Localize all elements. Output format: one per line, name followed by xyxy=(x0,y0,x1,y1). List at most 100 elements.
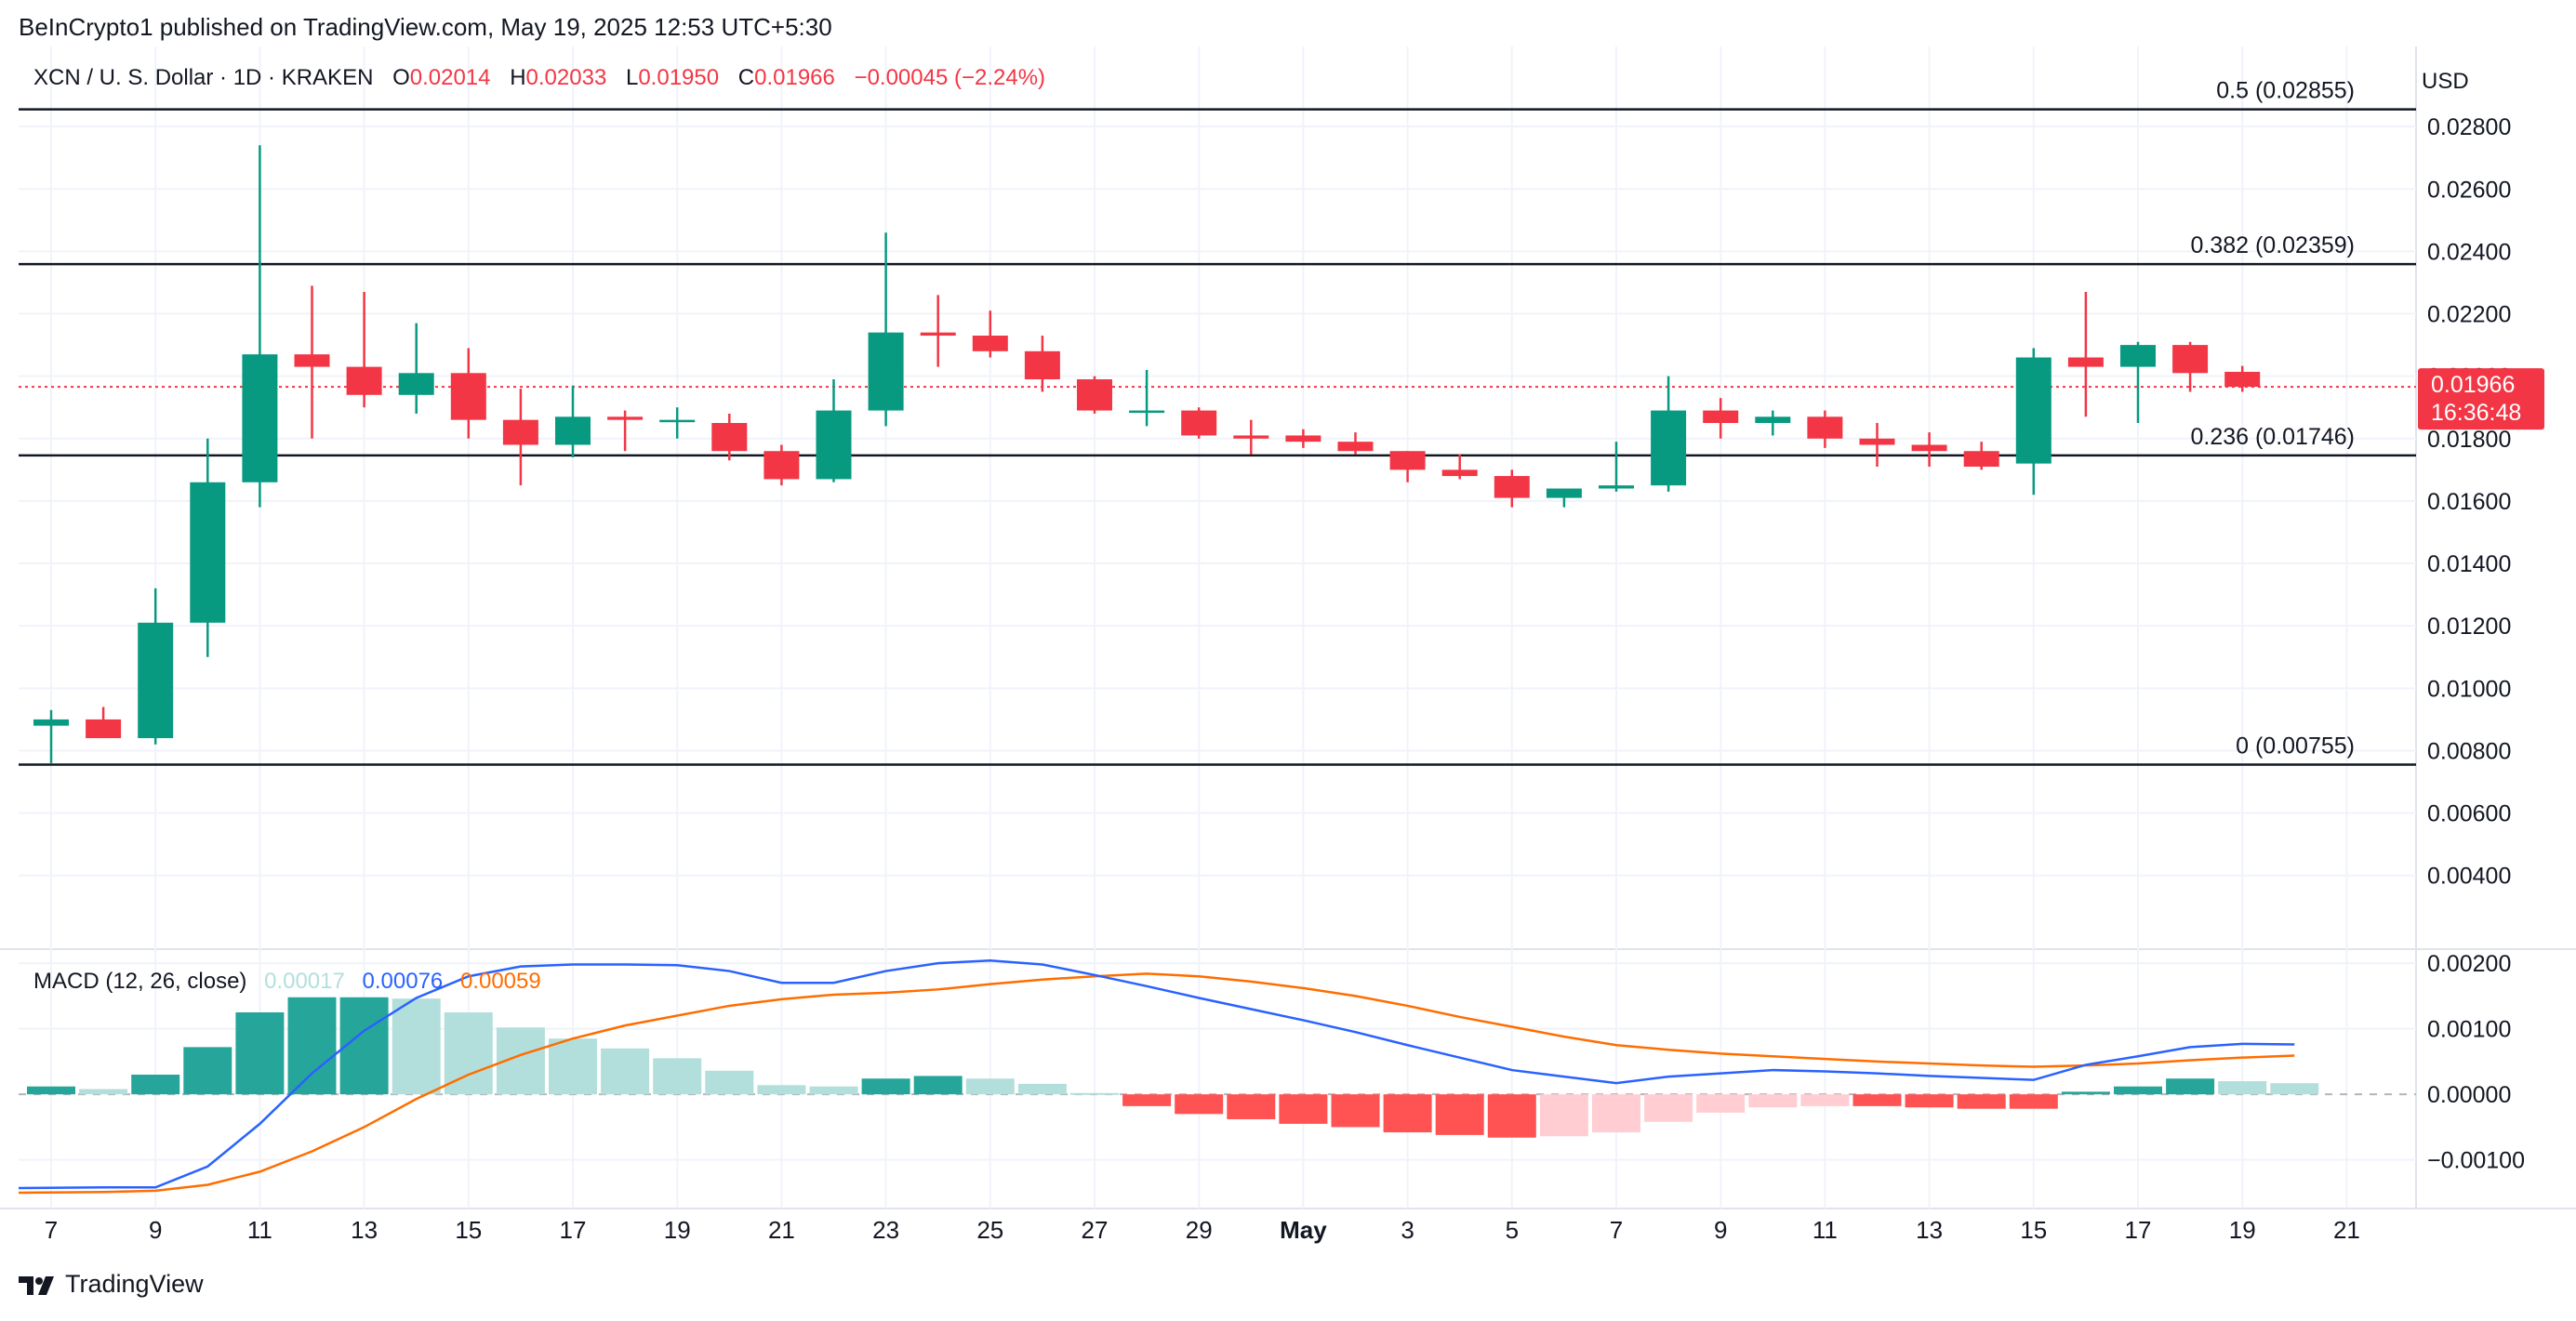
macd-histogram-bar xyxy=(2114,1086,2162,1095)
macd-histogram-bar xyxy=(1644,1094,1693,1122)
candle-body xyxy=(33,719,69,726)
fib-level-label: 0.5 (0.02855) xyxy=(2216,78,2355,104)
macd-histogram-bar xyxy=(79,1089,128,1095)
macd-histogram-bar xyxy=(287,997,337,1095)
time-tick-label: 13 xyxy=(1916,1216,1943,1244)
macd-tick-label: −0.00100 xyxy=(2427,1148,2525,1174)
candle-body xyxy=(346,366,382,395)
price-tick-label: 0.01400 xyxy=(2427,551,2511,577)
macd-histogram-bar xyxy=(1017,1083,1067,1095)
macd-tick-label: 0.00000 xyxy=(2427,1082,2511,1108)
fib-level-label: 0.236 (0.01746) xyxy=(2190,424,2355,450)
candle-body xyxy=(502,419,538,445)
tradingview-brand[interactable]: TradingView xyxy=(19,1270,204,1299)
macd-histogram-bar xyxy=(965,1078,1015,1095)
symbol-legend: XCN / U. S. Dollar · 1D · KRAKEN O0.0201… xyxy=(33,65,1045,91)
macd-histogram-bar xyxy=(1696,1094,1746,1113)
macd-histogram-bar xyxy=(392,998,441,1095)
time-tick-label: 17 xyxy=(560,1216,587,1244)
candle-body xyxy=(1755,416,1791,424)
price-tick-label: 0.01000 xyxy=(2427,676,2511,702)
publisher-line: BeInCrypto1 published on TradingView.com… xyxy=(19,13,832,41)
candle-body xyxy=(920,332,956,337)
candle-body xyxy=(816,410,852,480)
candle-body xyxy=(294,354,330,367)
price-tick-label: 0.00400 xyxy=(2427,864,2511,890)
candle-body xyxy=(1494,476,1530,498)
macd-histogram-bar xyxy=(183,1047,232,1095)
price-tick-label: 0.01800 xyxy=(2427,427,2511,453)
macd-histogram-bar xyxy=(809,1086,858,1095)
macd-histogram-bar xyxy=(1175,1094,1224,1115)
candle-body xyxy=(2067,357,2104,367)
time-tick-label: 29 xyxy=(1186,1216,1213,1244)
candle-body xyxy=(450,373,486,420)
macd-histogram-bar xyxy=(1957,1094,2006,1109)
macd-histogram-bar xyxy=(1383,1094,1432,1133)
close-value: 0.01966 xyxy=(754,65,835,90)
macd-histogram-value: 0.00017 xyxy=(264,969,345,994)
time-tick-label: 9 xyxy=(1714,1216,1727,1244)
time-tick-label: 9 xyxy=(149,1216,162,1244)
time-tick-label: May xyxy=(1280,1216,1327,1244)
macd-tick-label: 0.00200 xyxy=(2427,951,2511,977)
time-tick-label: 15 xyxy=(2020,1216,2047,1244)
macd-histogram-bar xyxy=(1748,1094,1798,1108)
candle-body xyxy=(868,332,904,411)
open-value: 0.02014 xyxy=(409,65,491,90)
macd-histogram-bar xyxy=(1122,1094,1172,1106)
macd-histogram-bar xyxy=(235,1012,285,1095)
candle-body xyxy=(659,419,696,423)
macd-histogram-bar xyxy=(1487,1094,1536,1138)
low-value: 0.01950 xyxy=(638,65,720,90)
price-tick-label: 0.01600 xyxy=(2427,489,2511,515)
candle-body xyxy=(1233,435,1269,439)
macd-pane xyxy=(18,959,2416,1195)
macd-title: MACD (12, 26, close) xyxy=(33,969,247,994)
currency-label[interactable]: USD xyxy=(2422,69,2469,94)
candle-body xyxy=(2120,345,2156,367)
macd-histogram-bar xyxy=(1070,1092,1119,1095)
close-label: C xyxy=(737,65,755,90)
candle-body xyxy=(138,622,174,739)
macd-histogram-bar xyxy=(705,1070,754,1095)
time-tick-label: 27 xyxy=(1082,1216,1109,1244)
time-tick-label: 25 xyxy=(976,1216,1003,1244)
candle-body xyxy=(2172,345,2209,374)
price-tick-label: 0.02400 xyxy=(2427,239,2511,265)
macd-line xyxy=(18,959,2295,1190)
time-tick-label: 5 xyxy=(1506,1216,1519,1244)
time-tick-label: 7 xyxy=(45,1216,58,1244)
candle-body xyxy=(764,451,800,480)
time-tick-label: 21 xyxy=(768,1216,795,1244)
candle-body xyxy=(1911,444,1947,452)
price-tick-label: 0.02200 xyxy=(2427,302,2511,328)
candle-body xyxy=(2015,357,2052,464)
candle-body xyxy=(1129,410,1165,414)
tradingview-logo-icon xyxy=(19,1275,54,1295)
macd-histogram-bar xyxy=(1227,1094,1276,1119)
time-tick-label: 19 xyxy=(2229,1216,2256,1244)
macd-histogram-bar xyxy=(2061,1091,2110,1095)
time-tick-label: 17 xyxy=(2125,1216,2152,1244)
candle-body xyxy=(1859,438,1895,445)
candle-body xyxy=(1807,416,1843,439)
candles xyxy=(33,145,2261,763)
macd-histogram-bar xyxy=(549,1038,597,1095)
macd-histogram-bar xyxy=(913,1076,963,1095)
macd-histogram-bar xyxy=(339,997,389,1095)
grid-lines xyxy=(0,46,2576,1209)
price-tick-label: 0.00600 xyxy=(2427,801,2511,827)
macd-signal-line xyxy=(18,972,2295,1195)
price-countdown: 16:36:48 xyxy=(2431,400,2521,426)
macd-histogram-bar xyxy=(27,1086,75,1095)
candle-body xyxy=(1337,442,1374,452)
high-value: 0.02033 xyxy=(525,65,607,90)
macd-histogram-bar xyxy=(653,1058,702,1095)
candle-body xyxy=(190,482,226,623)
candle-body xyxy=(242,354,278,482)
price-tick-label: 0.01200 xyxy=(2427,614,2511,640)
macd-signal-value: 0.00059 xyxy=(459,969,541,994)
